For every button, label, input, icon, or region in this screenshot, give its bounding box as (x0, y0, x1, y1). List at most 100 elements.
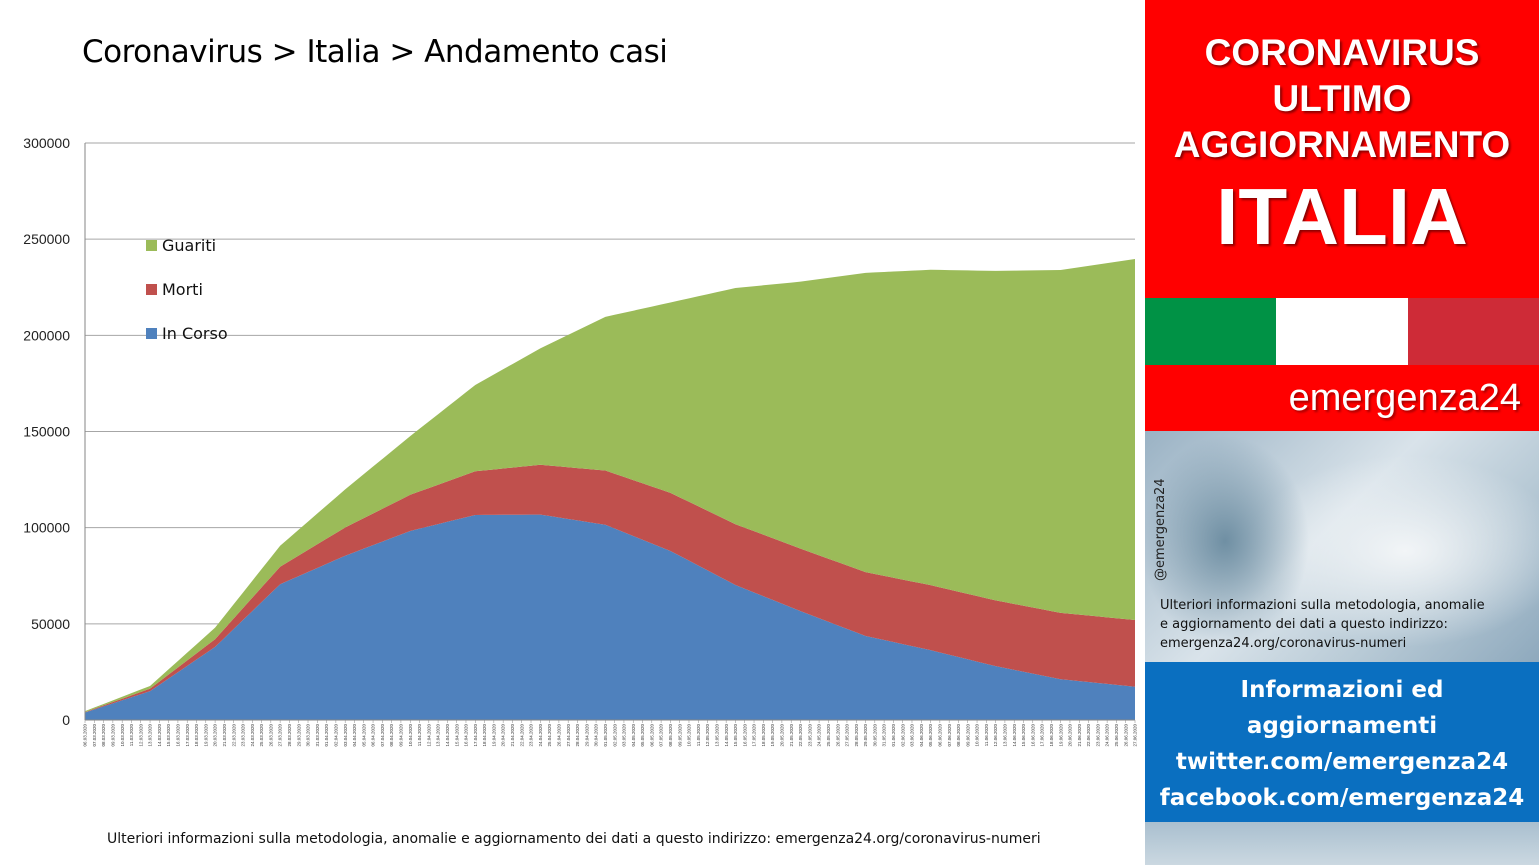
x-tick-label: 20.05.2020 (780, 724, 785, 747)
legend-label: Morti (162, 280, 203, 299)
x-tick-label: 26.04.2020 (556, 724, 561, 747)
x-tick-label: 18.04.2020 (482, 724, 487, 747)
side-banner: CORONAVIRUS ULTIMO AGGIORNAMENTO ITALIA … (1145, 0, 1539, 865)
x-tick-label: 18.06.2020 (1049, 724, 1054, 747)
x-tick-label: 12.04.2020 (426, 724, 431, 747)
banner-line-2: ULTIMO (1272, 78, 1412, 119)
y-tick-label: 300000 (23, 135, 70, 151)
legend-swatch (146, 328, 157, 339)
legend-label: In Corso (162, 324, 228, 343)
x-tick-label: 24.03.2020 (250, 724, 255, 747)
x-tick-label: 25.05.2020 (826, 724, 831, 747)
x-tick-label: 30.04.2020 (594, 724, 599, 747)
x-tick-label: 04.04.2020 (352, 724, 357, 747)
social-handle: @emergenza24 (1153, 478, 1168, 581)
x-tick-label: 05.06.2020 (928, 724, 933, 747)
x-tick-label: 11.03.2020 (129, 724, 134, 747)
x-tick-label: 09.05.2020 (677, 724, 682, 747)
flag-green-stripe (1145, 298, 1277, 365)
x-tick-label: 14.06.2020 (1012, 724, 1017, 747)
x-tick-label: 06.04.2020 (371, 724, 376, 747)
x-tick-label: 03.05.2020 (622, 724, 627, 747)
x-tick-label: 07.04.2020 (380, 724, 385, 747)
y-tick-label: 0 (62, 712, 70, 728)
twitter-link[interactable]: twitter.com/emergenza24 (1175, 749, 1509, 775)
x-tick-label: 02.04.2020 (333, 724, 338, 747)
x-tick-label: 26.05.2020 (835, 724, 840, 747)
x-tick-label: 28.03.2020 (287, 724, 292, 747)
x-tick-label: 02.05.2020 (612, 724, 617, 747)
x-tick-label: 23.05.2020 (807, 724, 812, 747)
legend-swatch (146, 240, 157, 251)
banner-line-3: AGGIORNAMENTO (1173, 124, 1511, 165)
info-box: Informazioni ed aggiornamenti twitter.co… (1145, 662, 1539, 822)
info-line: aggiornamenti (1246, 713, 1438, 739)
x-tick-label: 13.04.2020 (436, 724, 441, 747)
x-tick-label: 19.05.2020 (770, 724, 775, 747)
x-tick-label: 18.03.2020 (194, 724, 199, 747)
methodology-note-line: e aggiornamento dei dati a questo indiri… (1160, 617, 1448, 632)
flag-red-stripe (1407, 298, 1539, 365)
x-tick-label: 01.06.2020 (891, 724, 896, 747)
x-tick-label: 23.06.2020 (1095, 724, 1100, 747)
x-tick-label: 07.05.2020 (659, 724, 664, 747)
x-tick-label: 15.05.2020 (733, 724, 738, 747)
x-tick-label: 16.05.2020 (742, 724, 747, 747)
series-area-in-corso (85, 514, 1135, 720)
x-tick-label: 25.03.2020 (259, 724, 264, 747)
x-tick-label: 10.03.2020 (120, 724, 125, 747)
x-tick-label: 28.04.2020 (575, 724, 580, 747)
x-tick-label: 01.05.2020 (603, 724, 608, 747)
x-tick-label: 08.05.2020 (668, 724, 673, 747)
x-tick-label: 14.03.2020 (157, 724, 162, 747)
x-tick-label: 09.03.2020 (110, 724, 115, 747)
banner-headline: CORONAVIRUS ULTIMO AGGIORNAMENTO ITALIA (1145, 0, 1539, 298)
x-tick-label: 22.04.2020 (519, 724, 524, 747)
x-tick-label: 15.03.2020 (166, 724, 171, 747)
x-tick-label: 14.05.2020 (724, 724, 729, 747)
legend: Guariti Morti In Corso (146, 236, 228, 343)
x-tick-label: 11.06.2020 (984, 724, 989, 747)
flag-white-stripe (1276, 298, 1408, 365)
x-tick-label: 04.05.2020 (631, 724, 636, 747)
x-tick-label: 06.05.2020 (649, 724, 654, 747)
x-tick-label: 20.06.2020 (1068, 724, 1073, 747)
methodology-link[interactable]: emergenza24.org/coronavirus-numeri (1160, 636, 1407, 651)
x-tick-label: 27.06.2020 (1133, 724, 1138, 747)
brand-logo: emergenza24 (1145, 365, 1539, 431)
x-tick-label: 21.04.2020 (510, 724, 515, 747)
x-tick-label: 30.05.2020 (872, 724, 877, 747)
x-tick-label: 13.05.2020 (714, 724, 719, 747)
series-area-morti (85, 464, 1135, 713)
x-tick-label: 26.03.2020 (268, 724, 273, 747)
x-tick-label: 16.03.2020 (176, 724, 181, 747)
x-tick-label: 24.05.2020 (817, 724, 822, 747)
x-tick-label: 13.03.2020 (148, 724, 153, 747)
x-tick-label: 30.03.2020 (306, 724, 311, 747)
x-tick-label: 11.04.2020 (417, 724, 422, 747)
x-tick-label: 01.04.2020 (324, 724, 329, 747)
x-tick-label: 16.04.2020 (464, 724, 469, 747)
x-tick-label: 09.06.2020 (965, 724, 970, 747)
x-tick-label: 09.04.2020 (399, 724, 404, 747)
x-tick-label: 06.03.2020 (83, 724, 88, 747)
methodology-note: Ulteriori informazioni sulla metodologia… (1160, 596, 1532, 653)
series-area-guariti (85, 258, 1135, 713)
x-tick-label: 27.03.2020 (278, 724, 283, 747)
x-tick-label: 31.05.2020 (882, 724, 887, 747)
banner-photo: @emergenza24 Ulteriori informazioni sull… (1145, 431, 1539, 662)
x-tick-label: 16.06.2020 (1030, 724, 1035, 747)
area-series (85, 258, 1135, 720)
x-tick-label: 29.03.2020 (296, 724, 301, 747)
x-tick-label: 22.03.2020 (231, 724, 236, 747)
x-tick-label: 05.04.2020 (361, 724, 366, 747)
x-tick-label: 26.06.2020 (1123, 724, 1128, 747)
y-tick-label: 250000 (23, 231, 70, 247)
facebook-link[interactable]: facebook.com/emergenza24 (1159, 785, 1525, 811)
x-tick-label: 08.04.2020 (389, 724, 394, 747)
x-tick-label: 07.03.2020 (92, 724, 97, 747)
x-tick-label: 12.05.2020 (705, 724, 710, 747)
legend-label: Guariti (162, 236, 216, 255)
x-tick-label: 18.05.2020 (761, 724, 766, 747)
x-tick-label: 17.05.2020 (752, 724, 757, 747)
